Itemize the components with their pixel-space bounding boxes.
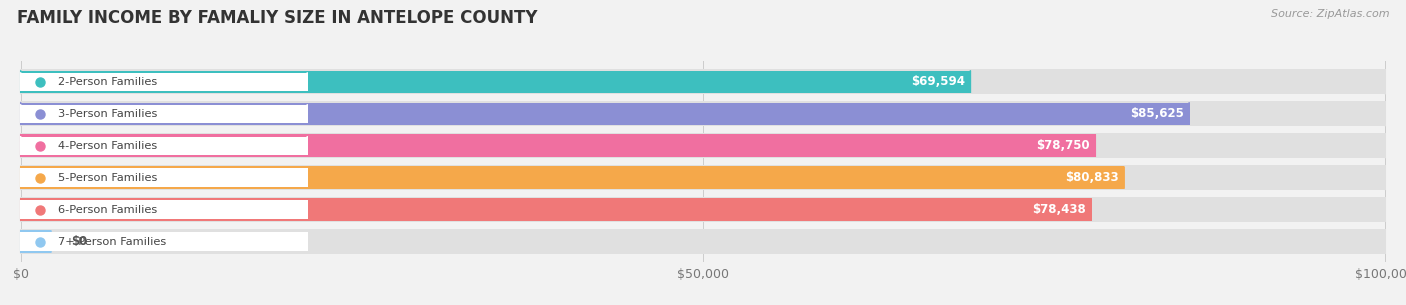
Bar (21, 102, 1189, 125)
Text: $85,625: $85,625 (1130, 107, 1184, 120)
Bar (21, 168, 308, 187)
Bar (21, 105, 308, 123)
Bar (21, 73, 308, 91)
Bar (21, 230, 51, 253)
Bar (21, 133, 1385, 158)
Text: $0: $0 (72, 235, 87, 248)
Bar (21, 232, 308, 251)
Bar (21, 167, 1123, 189)
Text: 6-Person Families: 6-Person Families (58, 205, 157, 215)
Bar (21, 135, 1095, 157)
Text: 3-Person Families: 3-Person Families (58, 109, 157, 119)
Text: 2-Person Families: 2-Person Families (58, 77, 157, 87)
Text: $78,438: $78,438 (1032, 203, 1085, 216)
Text: $78,750: $78,750 (1036, 139, 1090, 152)
Text: $80,833: $80,833 (1064, 171, 1118, 184)
Text: 4-Person Families: 4-Person Families (58, 141, 157, 151)
Bar (21, 198, 1091, 221)
Bar (21, 229, 1385, 254)
Text: Source: ZipAtlas.com: Source: ZipAtlas.com (1271, 9, 1389, 19)
Bar (21, 165, 1385, 190)
Bar (21, 137, 308, 155)
Text: 7+ Person Families: 7+ Person Families (58, 237, 166, 246)
Text: FAMILY INCOME BY FAMALIY SIZE IN ANTELOPE COUNTY: FAMILY INCOME BY FAMALIY SIZE IN ANTELOP… (17, 9, 537, 27)
Bar (21, 69, 1385, 94)
Bar (21, 200, 308, 219)
Bar (21, 70, 970, 93)
Bar (21, 101, 1385, 126)
Text: 5-Person Families: 5-Person Families (58, 173, 157, 183)
Bar (21, 197, 1385, 222)
Text: $69,594: $69,594 (911, 75, 965, 88)
